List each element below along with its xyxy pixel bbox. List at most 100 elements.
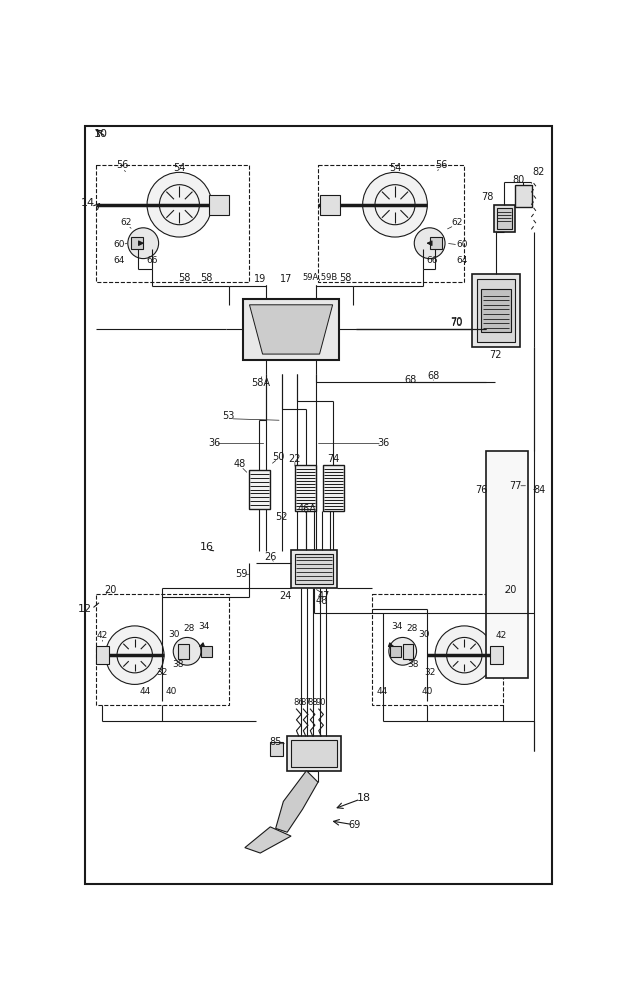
Bar [291, 740, 337, 767]
Circle shape [128, 228, 159, 259]
Bar [402, 644, 414, 659]
Text: 52: 52 [275, 512, 287, 522]
Text: 80: 80 [512, 175, 524, 185]
Text: 28: 28 [406, 624, 417, 633]
Polygon shape [249, 305, 333, 354]
Text: 36: 36 [208, 438, 220, 448]
Circle shape [363, 172, 427, 237]
Bar [476, 279, 515, 342]
Circle shape [435, 626, 494, 684]
Text: 88: 88 [307, 698, 318, 707]
Text: 85: 85 [269, 737, 282, 747]
Text: 28: 28 [183, 624, 194, 633]
Text: 50: 50 [272, 452, 284, 462]
Text: 70: 70 [450, 318, 463, 328]
Text: 87: 87 [300, 698, 311, 707]
Circle shape [330, 352, 338, 359]
Bar [430, 237, 442, 249]
Bar [320, 195, 340, 215]
Bar [486, 451, 528, 678]
Text: 17: 17 [279, 274, 292, 284]
Circle shape [389, 637, 417, 665]
Bar [295, 465, 317, 511]
Text: 46: 46 [316, 596, 328, 606]
Text: 30: 30 [419, 630, 430, 639]
Text: 42: 42 [97, 631, 108, 640]
Text: 72: 72 [490, 350, 502, 360]
Text: 48: 48 [233, 459, 246, 469]
Bar [295, 554, 333, 584]
Text: 68: 68 [427, 371, 440, 381]
Text: 32: 32 [157, 668, 168, 677]
Text: 64: 64 [457, 256, 468, 265]
Text: 58A: 58A [251, 378, 270, 388]
Text: 74: 74 [327, 454, 340, 464]
Text: 90: 90 [316, 698, 327, 707]
Circle shape [414, 228, 445, 259]
Bar [243, 299, 339, 360]
Bar [96, 646, 109, 664]
Text: 78: 78 [481, 192, 494, 202]
Text: 34: 34 [198, 622, 210, 631]
Circle shape [330, 299, 338, 307]
Text: 58: 58 [200, 273, 213, 283]
Text: 16: 16 [200, 542, 213, 552]
Circle shape [174, 637, 201, 665]
Text: 44: 44 [377, 687, 388, 696]
Bar [472, 274, 520, 347]
Text: 59A,59B: 59A,59B [303, 273, 338, 282]
Text: 69: 69 [348, 820, 360, 830]
Text: 59: 59 [235, 569, 247, 579]
Text: 38: 38 [408, 660, 419, 669]
Bar [249, 470, 271, 509]
Text: 76: 76 [475, 485, 488, 495]
Text: 56: 56 [435, 160, 447, 170]
Text: 77: 77 [509, 481, 522, 491]
Text: 86: 86 [294, 698, 304, 707]
Bar [494, 205, 515, 232]
Text: 70: 70 [450, 317, 463, 327]
Text: 20: 20 [504, 585, 517, 595]
Text: 54: 54 [173, 163, 185, 173]
Text: 44: 44 [139, 687, 151, 696]
Text: 66: 66 [426, 256, 438, 265]
Bar [131, 237, 143, 249]
Circle shape [147, 172, 211, 237]
Text: 36: 36 [378, 438, 389, 448]
Circle shape [322, 197, 337, 212]
Text: 40: 40 [166, 687, 177, 696]
Text: 22: 22 [289, 454, 301, 464]
Bar [391, 646, 401, 657]
Text: 62: 62 [451, 218, 462, 227]
Text: 53: 53 [221, 411, 234, 421]
Text: 82: 82 [533, 167, 545, 177]
Text: 30: 30 [169, 630, 180, 639]
Text: 10: 10 [94, 129, 108, 139]
Bar [287, 736, 341, 771]
Text: 47: 47 [318, 591, 330, 601]
Text: 56: 56 [116, 160, 129, 170]
Text: 60: 60 [457, 240, 468, 249]
Text: 62: 62 [121, 218, 132, 227]
Text: 42: 42 [496, 631, 507, 640]
Bar [208, 195, 229, 215]
Text: 64: 64 [114, 256, 125, 265]
Text: 68: 68 [404, 375, 417, 385]
Bar [178, 644, 188, 659]
Text: 18: 18 [357, 793, 371, 803]
Bar [481, 289, 511, 332]
Text: 20: 20 [104, 585, 116, 595]
Text: 12: 12 [78, 604, 91, 614]
Bar [271, 742, 282, 756]
Circle shape [106, 626, 164, 684]
Bar [201, 646, 211, 657]
Polygon shape [245, 827, 291, 853]
Bar [491, 646, 503, 664]
Text: 54: 54 [389, 163, 401, 173]
Text: 14: 14 [81, 198, 95, 208]
Bar [291, 550, 337, 588]
Text: 26: 26 [264, 552, 276, 562]
Text: 46A: 46A [298, 504, 317, 514]
Text: 66: 66 [147, 256, 158, 265]
Circle shape [244, 299, 252, 307]
